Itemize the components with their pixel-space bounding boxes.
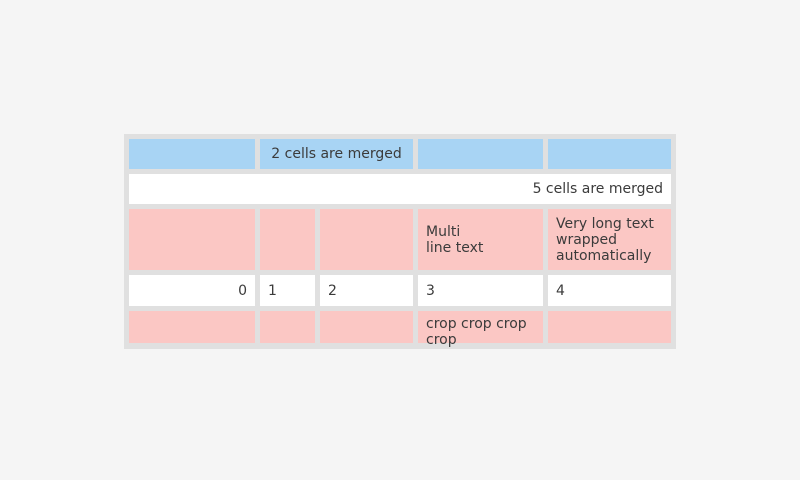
table-cell-merged-2[interactable]: 2 cells are merged xyxy=(260,139,413,169)
table-cell-r2c0[interactable] xyxy=(129,209,255,270)
table-cell-r0c4[interactable] xyxy=(548,139,671,169)
numbers-row: 0 1 2 3 4 xyxy=(129,275,671,306)
table-cell-merged-5[interactable]: 5 cells are merged xyxy=(129,174,671,204)
cropped-text: crop crop crop crop xyxy=(426,316,527,348)
table-cell-num-2[interactable]: 2 xyxy=(320,275,413,306)
table-cell-num-4[interactable]: 4 xyxy=(548,275,671,306)
full-merge-row: 5 cells are merged xyxy=(129,174,671,204)
table-cell-r4c4[interactable] xyxy=(548,311,671,343)
table-cell-multiline[interactable]: Multi line text xyxy=(418,209,543,270)
table-cell-num-3[interactable]: 3 xyxy=(418,275,543,306)
table-cell-wrapped[interactable]: Very long text wrapped automatically xyxy=(548,209,671,270)
table-cell-cropped[interactable]: crop crop crop crop xyxy=(418,311,543,348)
header-row: 2 cells are merged xyxy=(129,139,671,169)
table-cell-num-1[interactable]: 1 xyxy=(260,275,315,306)
cropped-row: crop crop crop crop xyxy=(129,311,671,348)
multiline-row: Multi line text Very long text wrapped a… xyxy=(129,209,671,270)
table-cell-r2c2[interactable] xyxy=(320,209,413,270)
table-cell-r0c3[interactable] xyxy=(418,139,543,169)
table-cell-r4c0[interactable] xyxy=(129,311,255,343)
table-cell-r2c1[interactable] xyxy=(260,209,315,270)
table-cell-r4c1[interactable] xyxy=(260,311,315,343)
table-cell-r0c0[interactable] xyxy=(129,139,255,169)
demo-table: 2 cells are merged 5 cells are merged Mu… xyxy=(124,134,676,348)
table-cell-num-0[interactable]: 0 xyxy=(129,275,255,306)
table-cell-r4c2[interactable] xyxy=(320,311,413,343)
table-widget[interactable]: 2 cells are merged 5 cells are merged Mu… xyxy=(124,134,676,349)
